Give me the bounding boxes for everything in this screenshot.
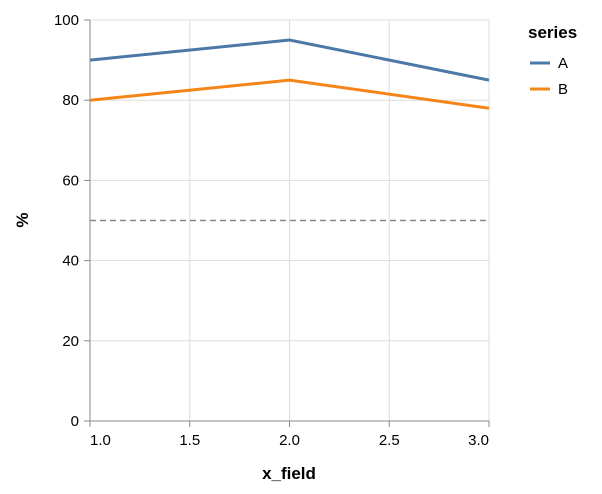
x-tick-label: 2.0 (279, 432, 300, 449)
series-layer (89, 38, 490, 110)
axes: 1.0 1.5 2.0 2.5 3.0 0 20 40 60 80 100 (54, 12, 490, 449)
x-tick-label: 3.0 (468, 432, 489, 449)
y-tick-label: 0 (71, 413, 79, 430)
series-line-B (89, 78, 490, 110)
y-tick-label: 60 (62, 172, 79, 189)
y-tick-label: 80 (62, 92, 79, 109)
series-line-A (89, 38, 490, 82)
legend-label: A (558, 55, 568, 72)
x-tick-label: 1.0 (90, 432, 111, 449)
y-tick-label: 20 (62, 333, 79, 350)
legend-title: series (528, 23, 577, 42)
legend-label: B (558, 81, 568, 98)
x-tick-label: 1.5 (179, 432, 200, 449)
x-tick-label: 2.5 (379, 432, 400, 449)
x-axis-title: x_field (262, 464, 316, 483)
y-tick-label: 100 (54, 12, 79, 29)
legend: series AB (528, 23, 577, 98)
y-tick-label: 40 (62, 253, 79, 270)
y-axis-title: % (13, 212, 32, 227)
